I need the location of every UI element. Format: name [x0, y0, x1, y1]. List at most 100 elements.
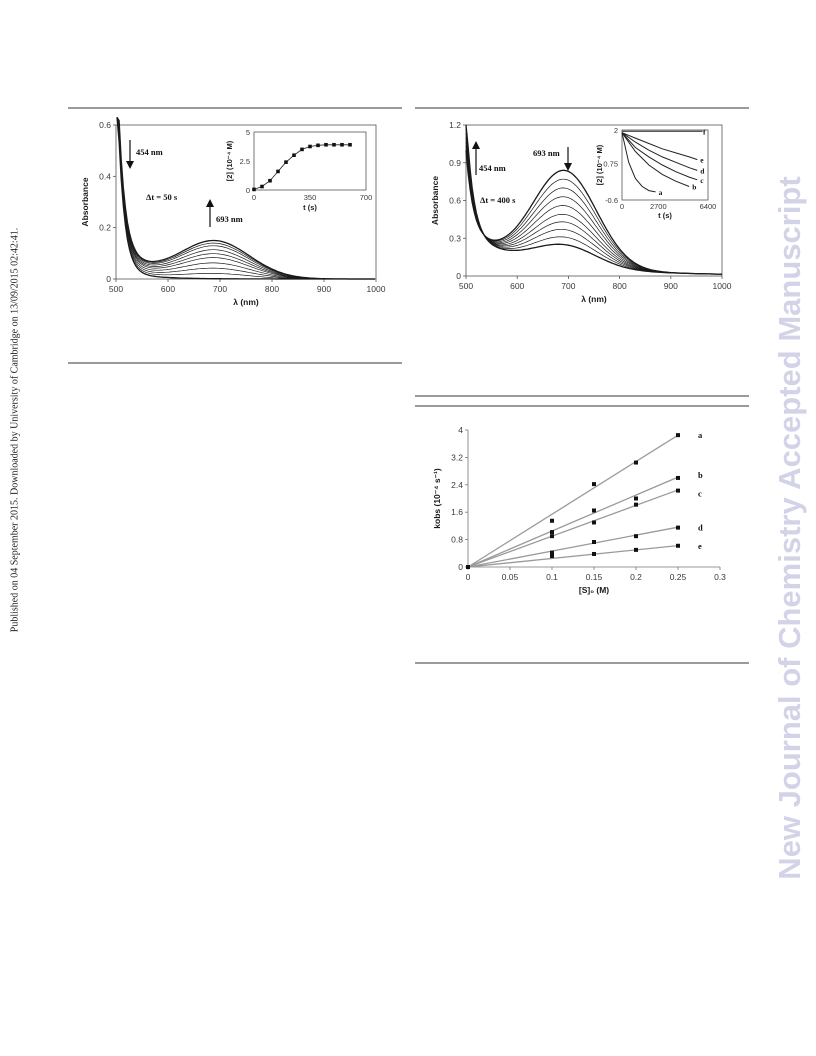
- inset-y-axis-label: [2] (10⁻⁴ M): [595, 144, 604, 185]
- x-tick-label: 0.3: [714, 572, 726, 582]
- fit-line: [467, 526, 679, 568]
- fit-line: [467, 476, 679, 568]
- down-arrow-icon: [126, 161, 134, 169]
- data-point: [634, 496, 638, 501]
- annotation-delta-t: Δt = 50 s: [146, 192, 178, 202]
- inset-series-name-label: d: [700, 166, 705, 175]
- inset-series-name-label: b: [692, 183, 696, 192]
- data-point: [550, 554, 554, 559]
- data-point: [634, 534, 638, 539]
- x-axis-label: λ (nm): [581, 294, 607, 304]
- y-tick-label: 1.2: [449, 120, 461, 130]
- y-tick-label: 1.6: [451, 507, 463, 517]
- inset-data-point: [308, 144, 312, 149]
- y-tick-label: 0.2: [99, 223, 111, 233]
- x-tick-label: 600: [161, 284, 175, 294]
- inset-data-point: [332, 142, 336, 147]
- inset-data-point: [292, 153, 296, 157]
- inset-x-tick-label: 350: [304, 193, 317, 202]
- data-point: [466, 565, 470, 569]
- figure-c-kobs-chart: 0 0.05 0.1 0.15 0.2 0.25 0.3 0 0.8 1.6 2.4 3.2 4 [S]₀…: [432, 425, 726, 595]
- inset-y-tick-label: -0.6: [605, 196, 618, 205]
- x-tick-label: 0.2: [630, 572, 642, 582]
- inset-data-point: [340, 142, 344, 147]
- inset-data-point: [300, 147, 304, 152]
- rule-top-right: [415, 107, 749, 109]
- rule-bottom-right: [415, 662, 749, 664]
- annotation-693nm: 693 nm: [216, 214, 243, 224]
- series-name-label: e: [698, 541, 702, 551]
- y-tick-label: 4: [458, 425, 463, 435]
- spectrum-series-line: [116, 116, 375, 280]
- x-tick-label: 0.05: [502, 572, 519, 582]
- x-tick-label: 800: [613, 281, 627, 291]
- inset-frame: [253, 131, 367, 191]
- inset-series-line: [621, 132, 698, 161]
- data-point: [550, 530, 554, 535]
- figure-b-absorbance-chart: 500 600 700 800 900 1000 0 0.3 0.6 0.9 1.2 λ (nm) Ab…: [430, 120, 732, 304]
- y-axis-label: kobs (10⁻⁴ s⁻¹): [432, 468, 442, 529]
- inset-data-point: [260, 184, 264, 189]
- annotation-454nm: 454 nm: [136, 147, 163, 157]
- journal-watermark: New Journal of Chemistry Accepted Manusc…: [768, 160, 812, 895]
- inset-y-tick-label: 0.75: [603, 160, 618, 169]
- x-tick-label: 500: [109, 284, 123, 294]
- data-point: [592, 551, 596, 556]
- x-tick-label: 0.15: [586, 572, 603, 582]
- x-tick-label: 0.25: [670, 572, 687, 582]
- fit-line: [467, 544, 679, 568]
- inset-x-tick-label: 2700: [650, 202, 667, 211]
- inset-series-name-label: c: [700, 176, 704, 185]
- series-name-label: d: [698, 523, 703, 533]
- y-tick-label: 0: [458, 562, 463, 572]
- y-axis-label: Absorbance: [430, 176, 440, 225]
- data-point: [592, 539, 596, 544]
- x-axis-label: [S]₀ (M): [579, 585, 609, 595]
- x-tick-label: 600: [510, 281, 524, 291]
- inset-x-tick-label: 6400: [700, 202, 717, 211]
- rule-mid-right-1: [415, 395, 749, 397]
- annotation-454nm: 454 nm: [479, 163, 506, 173]
- data-point: [592, 520, 596, 525]
- x-tick-label: 700: [561, 281, 575, 291]
- inset-data-point: [348, 142, 352, 147]
- data-point: [634, 547, 638, 552]
- inset-series-name-label: e: [700, 156, 704, 165]
- data-point: [676, 525, 680, 530]
- series-name-label: a: [698, 430, 703, 440]
- inset-series-name-label: a: [659, 188, 663, 197]
- data-point: [676, 543, 680, 548]
- inset-series-line: [621, 132, 698, 171]
- x-tick-label: 500: [459, 281, 473, 291]
- inset-data-point: [316, 143, 320, 148]
- y-tick-label: 0: [456, 271, 461, 281]
- inset-y-tick-label: 0: [246, 186, 250, 195]
- y-tick-label: 2.4: [451, 480, 463, 490]
- y-tick-label: 0.6: [449, 196, 461, 206]
- annotation-693nm: 693 nm: [533, 148, 560, 158]
- annotation-delta-t: Δt = 400 s: [480, 195, 516, 205]
- inset-y-tick-label: 2: [614, 126, 618, 135]
- y-axis-label: Absorbance: [80, 177, 90, 226]
- x-tick-label: 0.1: [546, 572, 558, 582]
- data-point: [634, 460, 638, 465]
- y-tick-label: 3.2: [451, 452, 463, 462]
- x-axis-label: λ (nm): [233, 297, 259, 307]
- fit-line: [467, 434, 679, 568]
- up-arrow-icon: [206, 199, 214, 207]
- inset-y-axis-label: [2] (10⁻⁴ M): [225, 140, 234, 181]
- spectrum-series-line: [465, 124, 723, 275]
- data-point: [634, 502, 638, 507]
- inset-y-tick-label: 2.5: [240, 157, 250, 166]
- y-tick-label: 0.9: [449, 158, 461, 168]
- published-note-text: Published on 04 September 2015. Download…: [9, 227, 21, 633]
- rule-mid-left: [68, 362, 402, 364]
- x-tick-label: 1000: [713, 281, 732, 291]
- inset-series-line: [621, 132, 698, 181]
- data-point: [550, 550, 554, 555]
- series-name-label: c: [698, 489, 702, 499]
- inset-data-point: [324, 142, 328, 147]
- inset-x-tick-label: 0: [620, 202, 624, 211]
- y-tick-label: 0.3: [449, 233, 461, 243]
